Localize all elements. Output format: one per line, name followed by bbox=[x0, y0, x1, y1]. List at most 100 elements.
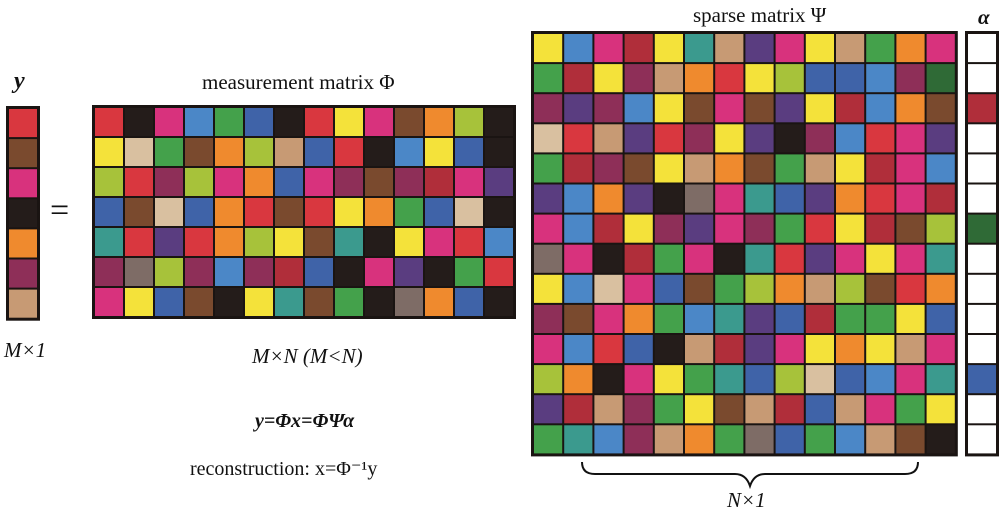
sparse-matrix-cell bbox=[896, 335, 925, 364]
sparse-matrix-cell bbox=[866, 184, 895, 213]
sparse-matrix-cell bbox=[896, 425, 925, 454]
measurement-matrix-cell bbox=[215, 288, 243, 316]
measurement-matrix-cell bbox=[95, 198, 123, 226]
sparse-matrix-cell bbox=[926, 64, 955, 93]
sparse-matrix-cell bbox=[654, 94, 683, 123]
sparse-matrix-cell bbox=[836, 304, 865, 333]
measurement-matrix-size: M×N (M<N) bbox=[252, 344, 363, 368]
measurement-matrix-cell bbox=[365, 108, 393, 136]
sparse-matrix-cell bbox=[654, 64, 683, 93]
sparse-matrix-cell bbox=[926, 184, 955, 213]
alpha-vector-cell bbox=[968, 214, 996, 243]
sparse-matrix-cell bbox=[836, 335, 865, 364]
sparse-matrix-cell bbox=[594, 244, 623, 273]
sparse-matrix-cell bbox=[836, 244, 865, 273]
sparse-matrix-cell bbox=[685, 335, 714, 364]
measurement-matrix-cell bbox=[155, 228, 183, 256]
sparse-matrix-cell bbox=[805, 64, 834, 93]
alpha-vector-cell bbox=[968, 184, 996, 213]
sparse-matrix-cell bbox=[534, 425, 563, 454]
measurement-matrix-cell bbox=[365, 228, 393, 256]
sparse-matrix-cell bbox=[594, 395, 623, 424]
measurement-matrix-cell bbox=[275, 138, 303, 166]
sparse-matrix-cell bbox=[745, 34, 774, 63]
sparse-matrix-cell bbox=[805, 124, 834, 153]
sparse-matrix-cell bbox=[836, 154, 865, 183]
measurement-matrix-cell bbox=[455, 258, 483, 286]
n-size-brace bbox=[581, 461, 919, 490]
sparse-matrix-cell bbox=[745, 214, 774, 243]
measurement-matrix-cell bbox=[305, 138, 333, 166]
sparse-matrix-cell bbox=[564, 34, 593, 63]
measurement-matrix-cell bbox=[215, 138, 243, 166]
sparse-matrix-cell bbox=[805, 395, 834, 424]
sparse-matrix-cell bbox=[775, 365, 804, 394]
sparse-matrix-cell bbox=[866, 304, 895, 333]
alpha-vector-cell bbox=[968, 64, 996, 93]
sparse-matrix-cell bbox=[624, 154, 653, 183]
alpha-vector-cell bbox=[968, 365, 996, 394]
sparse-matrix-cell bbox=[594, 64, 623, 93]
measurement-matrix-cell bbox=[125, 108, 153, 136]
sparse-matrix-cell bbox=[534, 214, 563, 243]
sparse-matrix-cell bbox=[564, 94, 593, 123]
sparse-matrix-cell bbox=[775, 124, 804, 153]
sparse-matrix-cell bbox=[685, 365, 714, 394]
measurement-matrix-cell bbox=[335, 228, 363, 256]
sparse-matrix-cell bbox=[654, 124, 683, 153]
sparse-matrix-cell bbox=[534, 365, 563, 394]
sparse-matrix-cell bbox=[866, 124, 895, 153]
sparse-matrix-cell bbox=[715, 335, 744, 364]
sparse-matrix-cell bbox=[534, 64, 563, 93]
measurement-matrix-cell bbox=[365, 138, 393, 166]
measurement-matrix-cell bbox=[485, 138, 513, 166]
sparse-matrix-cell bbox=[836, 425, 865, 454]
measurement-matrix-cell bbox=[125, 288, 153, 316]
sparse-matrix-cell bbox=[564, 184, 593, 213]
sparse-matrix-cell bbox=[926, 244, 955, 273]
measurement-matrix-cell bbox=[245, 228, 273, 256]
sparse-matrix-cell bbox=[715, 154, 744, 183]
sparse-matrix-cell bbox=[745, 335, 774, 364]
sparse-matrix-cell bbox=[685, 34, 714, 63]
sparse-matrix-cell bbox=[685, 184, 714, 213]
sparse-matrix-cell bbox=[654, 274, 683, 303]
sparse-matrix-cell bbox=[775, 184, 804, 213]
sparse-matrix-cell bbox=[775, 244, 804, 273]
sparse-matrix-cell bbox=[534, 335, 563, 364]
measurement-matrix-cell bbox=[305, 288, 333, 316]
measurement-matrix-cell bbox=[185, 198, 213, 226]
measurement-matrix-cell bbox=[365, 258, 393, 286]
equals-sign: = bbox=[50, 192, 70, 229]
measurement-matrix-cell bbox=[485, 168, 513, 196]
sparse-matrix-cell bbox=[926, 154, 955, 183]
sparse-matrix-cell bbox=[775, 94, 804, 123]
alpha-vector-cell bbox=[968, 94, 996, 123]
y-vector-grid bbox=[6, 106, 40, 321]
y-vector-cell bbox=[9, 139, 37, 168]
measurement-matrix-cell bbox=[365, 168, 393, 196]
sparse-matrix-cell bbox=[715, 425, 744, 454]
sparse-matrix-cell bbox=[805, 244, 834, 273]
sparse-matrix-cell bbox=[745, 425, 774, 454]
measurement-matrix-cell bbox=[395, 288, 423, 316]
measurement-matrix-cell bbox=[125, 228, 153, 256]
sparse-matrix-cell bbox=[534, 274, 563, 303]
sparse-matrix-cell bbox=[594, 274, 623, 303]
sparse-matrix-cell bbox=[564, 365, 593, 394]
sparse-matrix-cell bbox=[715, 124, 744, 153]
measurement-matrix-cell bbox=[455, 138, 483, 166]
sparse-matrix-cell bbox=[836, 184, 865, 213]
sparse-matrix-cell bbox=[624, 64, 653, 93]
sparse-matrix-cell bbox=[624, 274, 653, 303]
sparse-matrix-cell bbox=[805, 274, 834, 303]
measurement-matrix-cell bbox=[245, 288, 273, 316]
sparse-matrix-cell bbox=[564, 214, 593, 243]
measurement-matrix-cell bbox=[215, 198, 243, 226]
sparse-matrix-cell bbox=[654, 395, 683, 424]
sparse-matrix-cell bbox=[926, 395, 955, 424]
sparse-matrix-cell bbox=[836, 274, 865, 303]
measurement-matrix-cell bbox=[485, 288, 513, 316]
measurement-matrix-cell bbox=[455, 168, 483, 196]
sparse-matrix-cell bbox=[685, 154, 714, 183]
